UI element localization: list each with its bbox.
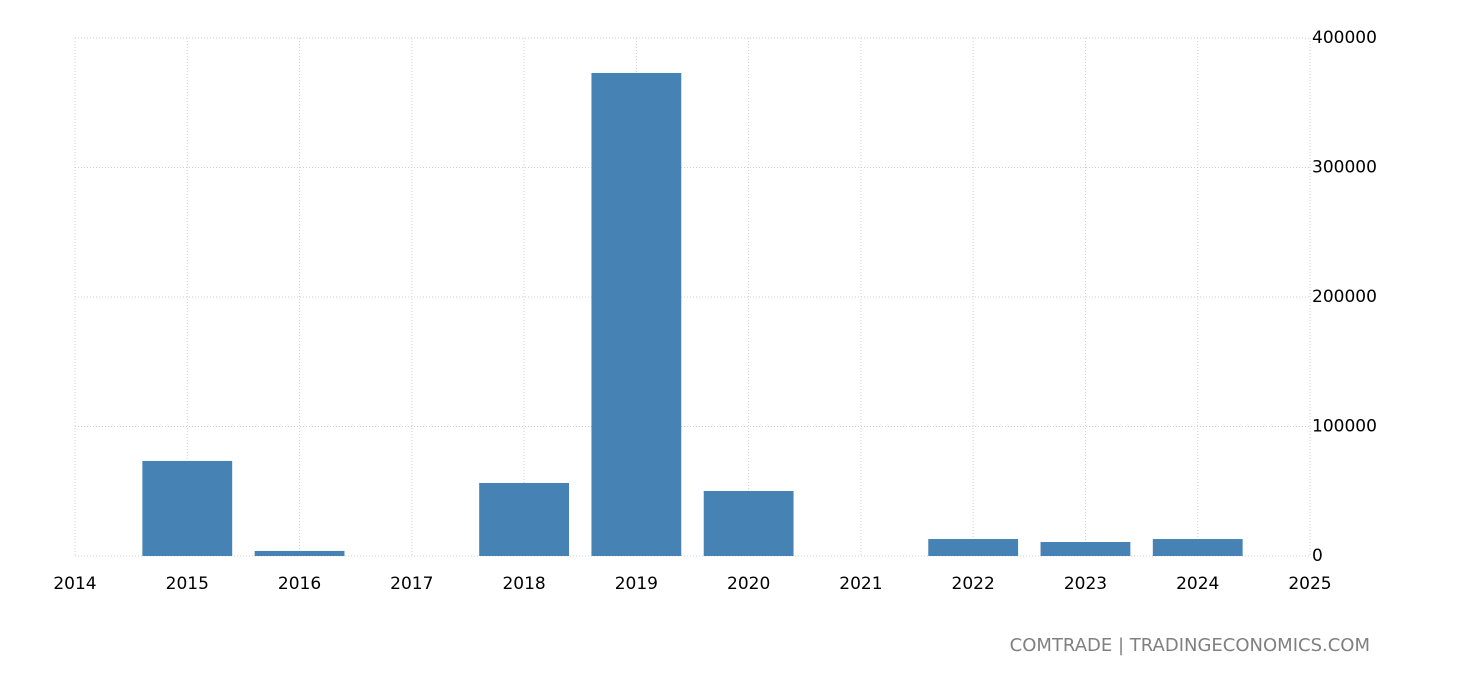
source: COMTRADE | TRADINGECONOMICS.COM <box>1010 635 1370 656</box>
bar <box>703 490 794 556</box>
x-tick-label: 2014 <box>53 574 96 594</box>
x-tick-label: 2018 <box>502 574 545 594</box>
bar <box>142 460 233 556</box>
bar <box>591 72 682 556</box>
y-tick-label: 100000 <box>1312 417 1377 437</box>
x-tick-label: 2022 <box>952 574 995 594</box>
x-tick-label: 2015 <box>166 574 209 594</box>
y-tick-label: 0 <box>1312 546 1323 566</box>
x-tick-label: 2016 <box>278 574 321 594</box>
x-tick-label: 2025 <box>1288 574 1331 594</box>
bar <box>928 539 1019 556</box>
x-tick-label: 2023 <box>1064 574 1107 594</box>
bar <box>479 482 569 556</box>
x-tick-label: 2019 <box>615 574 658 594</box>
x-tick-label: 2017 <box>390 574 433 594</box>
bar <box>254 550 345 556</box>
bar <box>1152 539 1243 556</box>
x-tick-label: 2020 <box>727 574 770 594</box>
x-tick-label: 2021 <box>839 574 882 594</box>
bar <box>1040 542 1131 556</box>
x-tick-label: 2024 <box>1176 574 1219 594</box>
y-tick-label: 200000 <box>1312 287 1377 307</box>
y-tick-label: 400000 <box>1312 28 1377 48</box>
y-tick-label: 300000 <box>1312 158 1377 178</box>
